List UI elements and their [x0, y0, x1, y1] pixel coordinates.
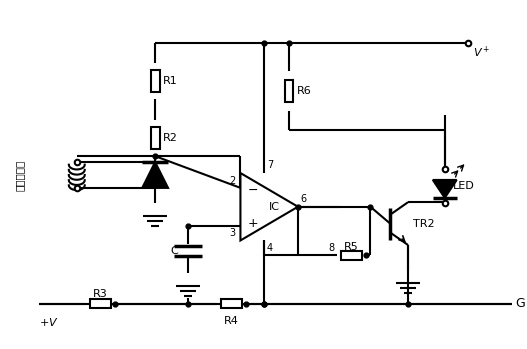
Text: R3: R3	[93, 289, 108, 299]
Polygon shape	[433, 180, 457, 198]
Text: 3: 3	[229, 228, 236, 238]
Text: LED: LED	[453, 181, 474, 191]
Text: R5: R5	[344, 242, 359, 252]
Text: $-$: $-$	[247, 183, 258, 196]
Text: 6: 6	[300, 194, 306, 204]
Bar	[151, 70, 160, 92]
Text: $+V$: $+V$	[39, 316, 58, 328]
Text: $+$: $+$	[247, 217, 258, 230]
Text: 维肯特元件: 维肯特元件	[14, 159, 24, 191]
Text: $V^+$: $V^+$	[473, 45, 490, 60]
Text: 8: 8	[328, 243, 335, 253]
Text: C: C	[170, 246, 178, 257]
Text: 2: 2	[229, 176, 236, 186]
Text: 4: 4	[266, 244, 272, 253]
Bar	[90, 299, 112, 309]
Bar	[151, 127, 160, 149]
Bar	[340, 251, 363, 260]
Bar	[285, 80, 294, 102]
Text: R1: R1	[163, 76, 178, 86]
Text: R6: R6	[297, 86, 311, 96]
Bar	[221, 299, 242, 309]
Text: IC: IC	[269, 202, 280, 212]
Text: G: G	[515, 297, 525, 311]
Text: 7: 7	[267, 160, 274, 170]
Text: TR2: TR2	[413, 218, 435, 229]
Text: R2: R2	[163, 133, 178, 143]
Text: R4: R4	[224, 316, 239, 326]
Polygon shape	[142, 162, 168, 188]
